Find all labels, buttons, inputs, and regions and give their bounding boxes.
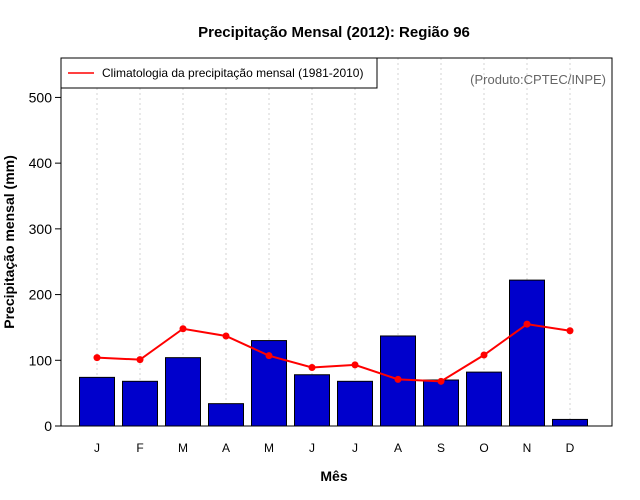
climatology-point-2: [136, 356, 144, 364]
climatology-point-9: [437, 377, 445, 385]
climatology-point-6: [308, 364, 316, 372]
climatology-point-4: [222, 332, 230, 340]
bar-j-1: [79, 376, 115, 427]
x-tick-label: J: [309, 441, 315, 455]
y-tick-label: 300: [29, 221, 53, 237]
y-axis-label: Precipitação mensal (mm): [1, 155, 17, 329]
climatology-line: [93, 320, 574, 385]
source-annotation: (Produto:CPTEC/INPE): [470, 72, 606, 87]
bar-m-3: [165, 357, 201, 427]
y-tick-label: 500: [29, 89, 53, 105]
bars: [79, 279, 588, 427]
climatology-point-3: [179, 325, 187, 333]
bar-j-6: [294, 374, 330, 427]
x-tick-label: J: [94, 441, 100, 455]
climatology-polyline: [96, 323, 571, 383]
bar-a-4: [208, 403, 244, 427]
y-tick-label: 400: [29, 155, 53, 171]
chart-title: Precipitação Mensal (2012): Região 96: [198, 24, 470, 41]
legend-label: Climatologia da precipitação mensal (198…: [102, 66, 363, 80]
x-tick-label: S: [437, 441, 445, 455]
climatology-point-5: [265, 352, 273, 360]
climatology-point-8: [394, 375, 402, 383]
x-tick-label: M: [264, 441, 274, 455]
legend: Climatologia da precipitação mensal (198…: [60, 57, 378, 89]
climatology-point-11: [523, 320, 531, 328]
y-tick-label: 200: [29, 287, 53, 303]
x-tick-label: A: [222, 441, 230, 455]
climatology-point-1: [93, 354, 101, 362]
x-tick-label: O: [479, 441, 488, 455]
bar-o-10: [466, 371, 502, 427]
climatology-point-10: [480, 351, 488, 359]
y-axis: 0 100 200 300 400 500: [29, 89, 61, 434]
y-tick-label: 100: [29, 352, 53, 368]
x-tick-label: A: [394, 441, 402, 455]
bar-s-9: [423, 379, 459, 427]
bar-j-7: [337, 380, 373, 427]
x-tick-label: M: [178, 441, 188, 455]
bar-n-11: [509, 279, 545, 427]
x-axis-label: Mês: [320, 468, 347, 484]
bar-f-2: [122, 380, 158, 427]
climatology-point-7: [351, 361, 359, 369]
x-tick-label: D: [566, 441, 575, 455]
climatology-point-12: [566, 327, 574, 335]
x-tick-label: J: [352, 441, 358, 455]
x-tick-label: N: [523, 441, 532, 455]
x-tick-label: F: [136, 441, 143, 455]
legend-box: [60, 57, 378, 89]
bar-d-12: [552, 418, 588, 427]
y-tick-label: 0: [44, 418, 52, 434]
